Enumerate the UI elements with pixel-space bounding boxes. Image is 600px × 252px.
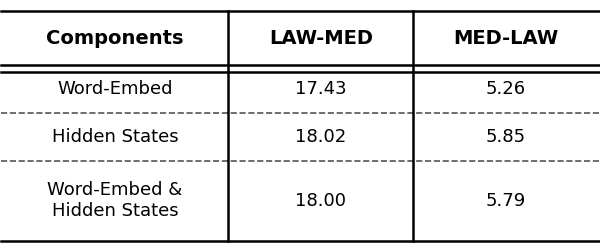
Text: MED-LAW: MED-LAW: [454, 28, 559, 48]
Text: Word-Embed: Word-Embed: [57, 80, 173, 98]
Text: 18.00: 18.00: [295, 192, 346, 210]
Text: Word-Embed &
Hidden States: Word-Embed & Hidden States: [47, 181, 182, 220]
Text: Hidden States: Hidden States: [52, 128, 178, 146]
Text: LAW-MED: LAW-MED: [269, 28, 373, 48]
Text: Components: Components: [46, 28, 184, 48]
Text: 5.85: 5.85: [486, 128, 526, 146]
Text: 5.79: 5.79: [486, 192, 526, 210]
Text: 17.43: 17.43: [295, 80, 347, 98]
Text: 5.26: 5.26: [486, 80, 526, 98]
Text: 18.02: 18.02: [295, 128, 347, 146]
